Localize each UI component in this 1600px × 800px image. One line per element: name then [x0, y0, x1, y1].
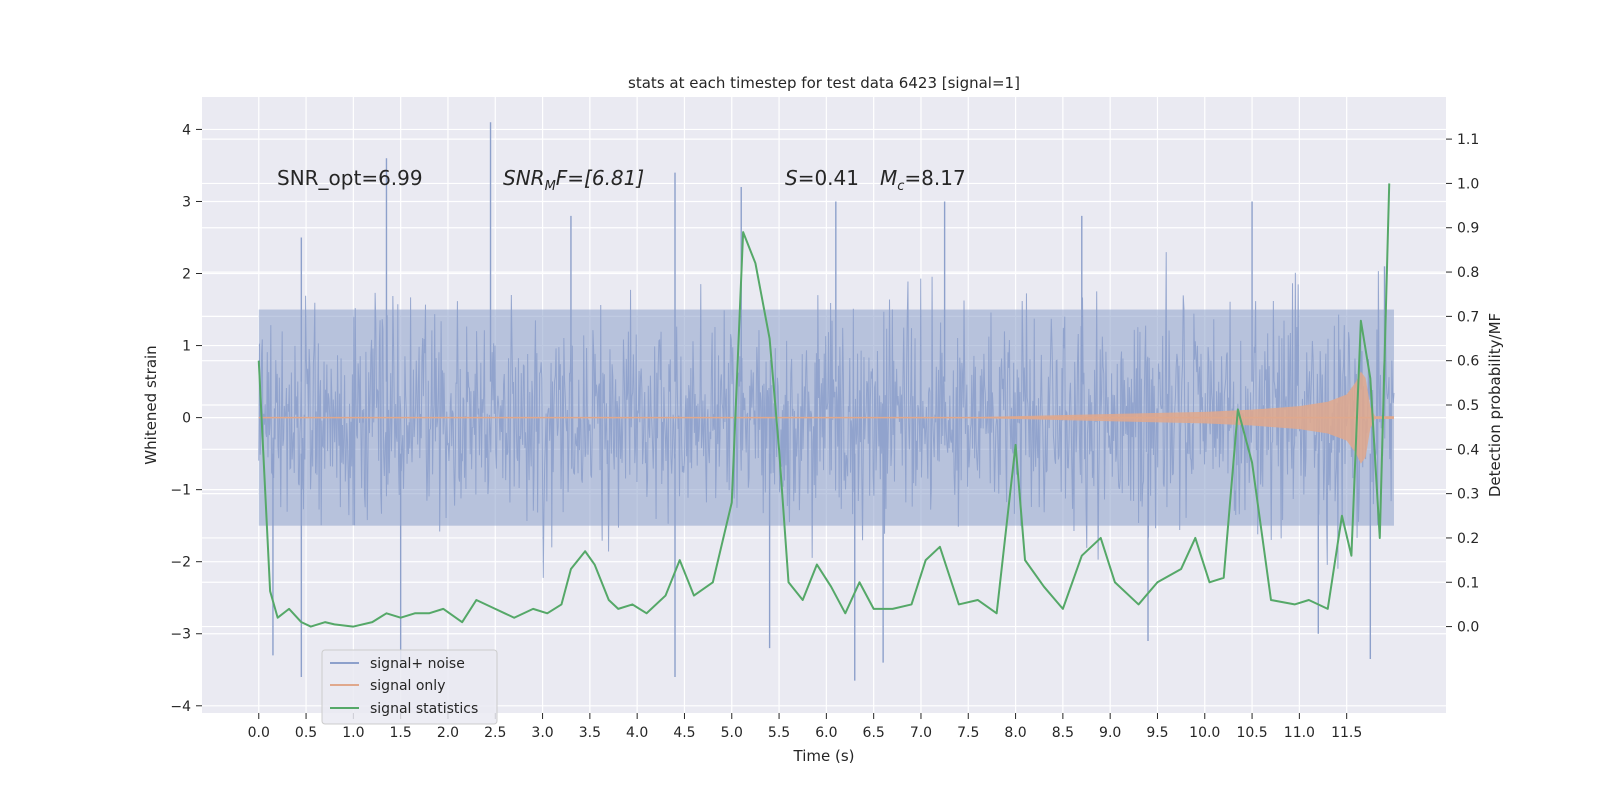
y-left-tick-label-7: −3 [170, 627, 191, 643]
y-left-tick-label-1: 3 [182, 194, 191, 210]
chart-title: stats at each timestep for test data 642… [628, 74, 1020, 92]
y-left-tick-label-5: −1 [170, 483, 191, 499]
y-axis-right-label: Detection probability/MF [1486, 313, 1504, 497]
snr-mf-subscript: M [545, 179, 556, 194]
x-tick-label-3: 1.5 [390, 725, 412, 741]
y-right-tick-label-10: 0.1 [1457, 575, 1479, 591]
x-tick-label-14: 7.0 [910, 725, 932, 741]
x-tick-label-9: 4.5 [673, 725, 695, 741]
s-symbol: S [785, 166, 798, 190]
x-tick-label-1: 0.5 [295, 725, 317, 741]
y-right-tick-label-4: 0.7 [1457, 309, 1479, 325]
x-tick-label-12: 6.0 [815, 725, 837, 741]
y-left-tick-label-6: −2 [170, 555, 191, 571]
x-tick-label-0: 0.0 [248, 725, 270, 741]
x-tick-label-4: 2.0 [437, 725, 459, 741]
y-right-tick-label-0: 1.1 [1457, 132, 1479, 148]
x-tick-label-15: 7.5 [957, 725, 979, 741]
mc-value: =8.17 [904, 166, 965, 190]
legend-box [321, 649, 498, 725]
mc-subscript: c [897, 179, 904, 194]
x-tick-label-10: 5.0 [721, 725, 743, 741]
legend: signal+ noise signal only signal statist… [321, 649, 498, 725]
y-right-tick-label-7: 0.4 [1457, 442, 1479, 458]
x-tick-label-5: 2.5 [484, 725, 506, 741]
mc-symbol: M [880, 166, 897, 190]
y-axis-left-ticks: 4 3 2 1 0 −1 −2 −3 −4 [170, 122, 202, 715]
y-right-tick-label-6: 0.5 [1457, 398, 1479, 414]
signal-statistics-series [257, 183, 1391, 628]
signal-only-series [258, 371, 1394, 464]
y-right-tick-label-9: 0.2 [1457, 531, 1479, 547]
noise-trace [258, 252, 1395, 578]
x-tick-label-16: 8.0 [1004, 725, 1026, 741]
x-tick-label-17: 8.5 [1052, 725, 1074, 741]
y-left-tick-label-8: −4 [170, 699, 191, 715]
x-tick-label-6: 3.0 [531, 725, 553, 741]
annotation-s: S=0.41 [785, 166, 859, 190]
y-axis-right-ticks: 1.1 1.0 0.9 0.8 0.7 0.6 0.5 0.4 0.3 0.2 0.1 0.0 [1446, 132, 1479, 636]
annotation-snr-mf: SNRMF=[6.81] [503, 166, 644, 194]
annotation-snr-opt: SNR_opt=6.99 [277, 166, 423, 190]
x-tick-label-11: 5.5 [768, 725, 790, 741]
legend-label-signal-only: signal only [370, 678, 445, 694]
y-left-tick-label-0: 4 [182, 122, 191, 138]
x-axis-ticks: 0.0 0.5 1.0 1.5 2.0 2.5 3.0 3.5 4.0 4.5 5.0 5.5 6.0 6… [248, 713, 1362, 741]
annotation-mc: Mc=8.17 [880, 166, 966, 194]
x-tick-label-8: 4.0 [626, 725, 648, 741]
x-tick-label-7: 3.5 [579, 725, 601, 741]
x-tick-label-19: 9.5 [1146, 725, 1168, 741]
x-tick-label-13: 6.5 [863, 725, 885, 741]
y-left-tick-label-4: 0 [182, 411, 191, 427]
x-tick-label-21: 10.5 [1236, 725, 1267, 741]
y-right-tick-label-5: 0.6 [1457, 354, 1479, 370]
y-right-tick-label-2: 0.9 [1457, 221, 1479, 237]
x-tick-label-22: 11.0 [1284, 725, 1315, 741]
legend-label-signal-plus-noise: signal+ noise [370, 656, 465, 672]
x-tick-label-2: 1.0 [342, 725, 364, 741]
y-right-tick-label-8: 0.3 [1457, 487, 1479, 503]
snr-mf-symbol: SNR [503, 166, 545, 190]
x-tick-label-18: 9.0 [1099, 725, 1121, 741]
y-right-tick-label-11: 0.0 [1457, 620, 1479, 636]
x-axis-label: Time (s) [793, 747, 855, 765]
snr-mf-value: F=[6.81] [556, 166, 644, 190]
y-right-tick-label-3: 0.8 [1457, 265, 1479, 281]
s-value: =0.41 [798, 166, 859, 190]
signal-statistics-line [257, 183, 1391, 628]
y-left-tick-label-2: 2 [182, 267, 191, 283]
y-right-tick-label-1: 1.0 [1457, 176, 1479, 192]
legend-label-signal-statistics: signal statistics [370, 701, 478, 717]
y-left-tick-label-3: 1 [182, 339, 191, 355]
x-tick-label-20: 10.0 [1189, 725, 1220, 741]
y-axis-left-label: Whitened strain [142, 345, 160, 464]
x-tick-label-23: 11.5 [1331, 725, 1362, 741]
